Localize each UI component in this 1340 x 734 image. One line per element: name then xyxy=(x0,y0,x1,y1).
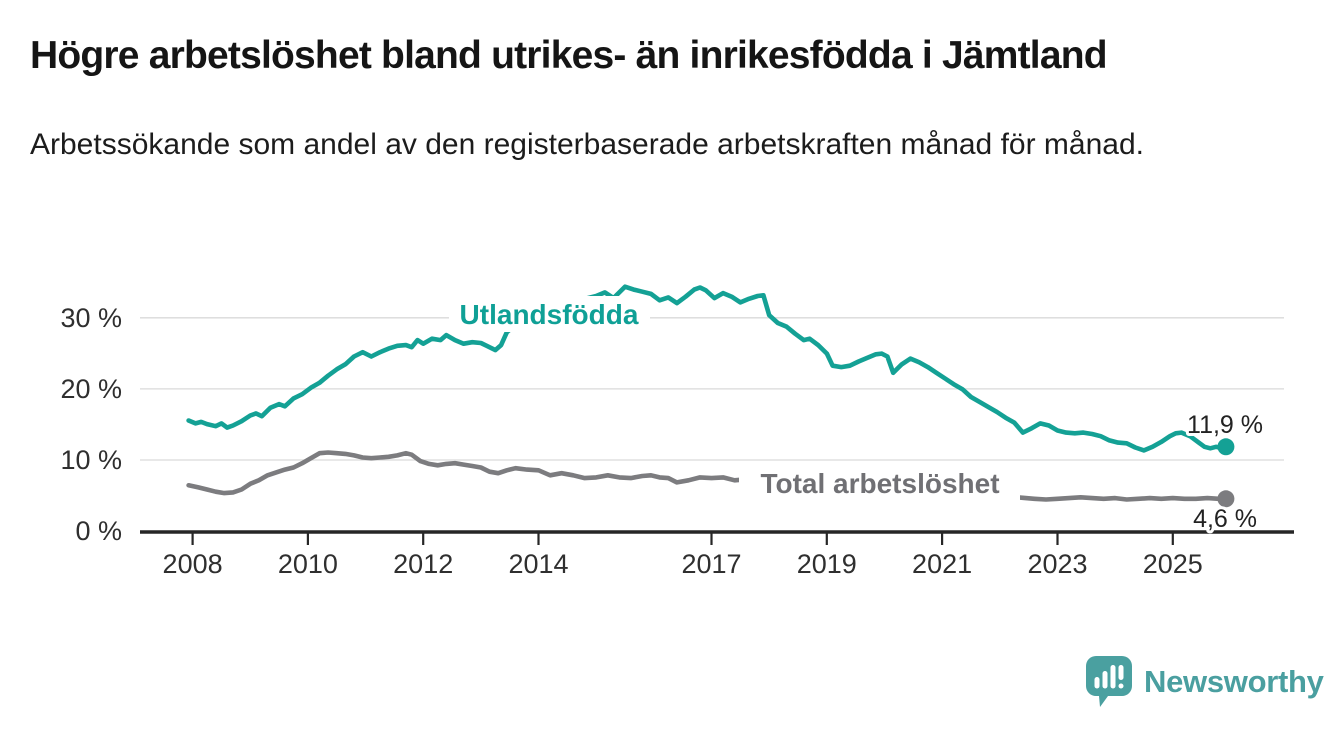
series-label-utlandsfodda: Utlandsfödda xyxy=(460,299,639,330)
branding-name: Newsworthy xyxy=(1144,664,1324,699)
x-tick-label-2021: 2021 xyxy=(912,549,972,579)
y-tick-label-20: 20 % xyxy=(60,374,122,404)
newsworthy-logo-icon xyxy=(1086,656,1132,707)
series-line-utlandsfodda xyxy=(186,284,1229,453)
x-tick-label-2010: 2010 xyxy=(278,549,338,579)
label-mask-total xyxy=(739,462,1020,501)
x-tick-label-2017: 2017 xyxy=(681,549,741,579)
x-axis-ticks xyxy=(191,533,1174,545)
x-tick-label-2023: 2023 xyxy=(1027,549,1087,579)
branding: Newsworthy xyxy=(1086,656,1324,708)
x-tick-label-2014: 2014 xyxy=(508,549,568,579)
series-line-total-arbetsloshet xyxy=(186,450,1229,502)
x-tick-label-2008: 2008 xyxy=(163,549,223,579)
end-dot-utlandsfodda xyxy=(1217,438,1235,456)
end-value-label-utlandsfodda: 11,9 % xyxy=(1187,411,1263,439)
page-subtitle: Arbetssökande som andel av den registerb… xyxy=(30,128,1144,161)
y-tick-label-30: 30 % xyxy=(60,303,122,333)
x-tick-label-2012: 2012 xyxy=(393,549,453,579)
label-mask-utlandsfodda xyxy=(449,296,650,332)
x-tick-label-2019: 2019 xyxy=(797,549,857,579)
end-value-label-total-arbetsloshet: 4,6 % xyxy=(1193,505,1257,533)
x-tick-label-2025: 2025 xyxy=(1143,549,1203,579)
y-tick-label-10: 10 % xyxy=(60,445,122,475)
gridlines xyxy=(140,317,1284,461)
series-label-total-arbetsloshet: Total arbetslöshet xyxy=(760,468,999,499)
end-dot-total-arbetsloshet xyxy=(1217,490,1235,508)
y-tick-label-0: 0 % xyxy=(75,516,122,546)
page-title: Högre arbetslöshet bland utrikes- än inr… xyxy=(30,34,1108,77)
